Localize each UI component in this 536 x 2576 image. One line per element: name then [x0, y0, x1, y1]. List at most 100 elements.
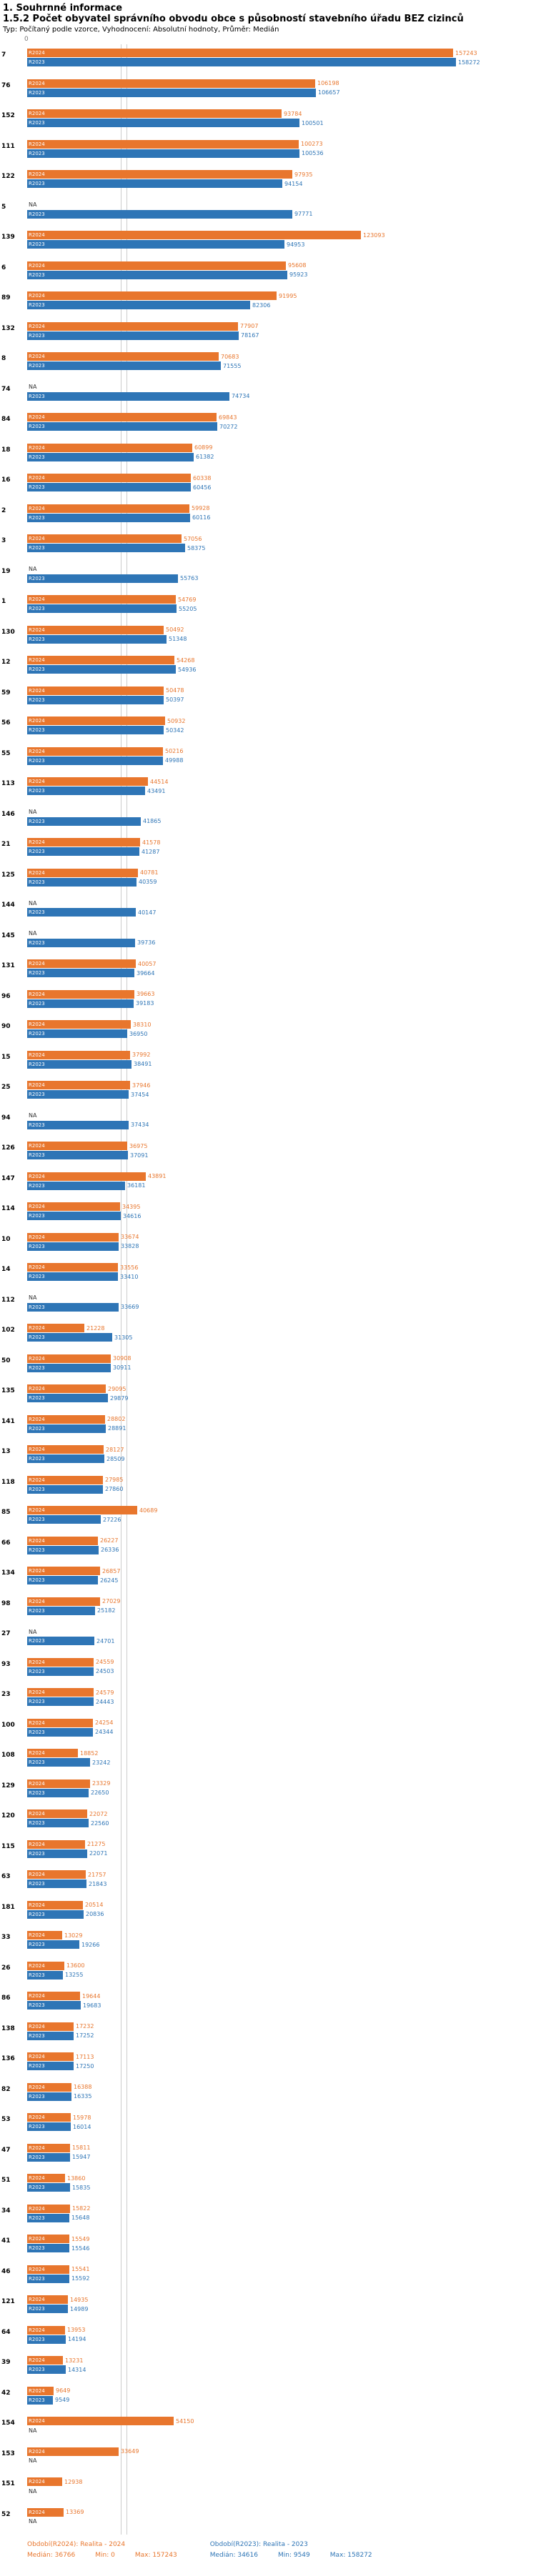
bar-r2024[interactable]: R2024 [27, 2417, 174, 2425]
bar-r2023[interactable]: R2023 [27, 58, 456, 66]
bar-r2023[interactable]: R2023 [27, 726, 164, 734]
bar-r2024[interactable]: R2024 [27, 1597, 100, 1606]
bar-r2023[interactable]: R2023 [27, 2213, 69, 2222]
bar-r2023[interactable]: R2023 [27, 1212, 121, 1220]
bar-r2024[interactable]: R2024 [27, 413, 217, 421]
bar-r2024[interactable]: R2024 [27, 2507, 64, 2517]
bar-r2023[interactable]: R2023 [27, 1394, 108, 1402]
bar-r2024[interactable]: R2024 [27, 1961, 64, 1970]
bar-r2024[interactable]: R2024 [27, 2477, 62, 2486]
bar-r2023[interactable]: R2023 [27, 756, 163, 765]
bar-r2024[interactable]: R2024 [27, 2235, 69, 2243]
bar-r2023[interactable]: R2023 [27, 149, 299, 158]
bar-r2023[interactable]: R2023 [27, 938, 135, 947]
bar-r2023[interactable]: R2023 [27, 513, 190, 522]
bar-r2023[interactable]: R2023 [27, 452, 194, 461]
bar-r2023[interactable]: R2023 [27, 817, 141, 826]
bar-r2023[interactable]: R2023 [27, 2305, 68, 2313]
bar-r2023[interactable]: R2023 [27, 2122, 71, 2131]
bar-r2023[interactable]: R2023 [27, 2183, 70, 2192]
bar-r2023[interactable]: R2023 [27, 1576, 98, 1584]
bar-r2023[interactable]: R2023 [27, 1424, 106, 1433]
bar-r2023[interactable]: R2023 [27, 119, 299, 127]
bar-r2024[interactable]: R2024 [27, 2143, 70, 2152]
bar-r2024[interactable]: R2024 [27, 717, 165, 725]
bar-r2023[interactable]: R2023 [27, 787, 145, 795]
bar-r2024[interactable]: R2024 [27, 2295, 68, 2304]
bar-r2023[interactable]: R2023 [27, 1484, 103, 1494]
bar-r2024[interactable]: R2024 [27, 1384, 106, 1393]
bar-r2023[interactable]: R2023 [27, 2031, 74, 2040]
bar-r2024[interactable]: R2024 [27, 625, 164, 634]
bar-r2024[interactable]: R2024 [27, 1263, 118, 1272]
bar-r2024[interactable]: R2024 [27, 868, 138, 877]
bar-r2024[interactable]: R2024 [27, 1202, 120, 1211]
bar-r2024[interactable]: R2024 [27, 1475, 103, 1484]
bar-r2023[interactable]: R2023 [27, 604, 177, 613]
bar-r2024[interactable]: R2024 [27, 352, 219, 361]
bar-r2024[interactable]: R2024 [27, 1354, 111, 1363]
bar-r2023[interactable]: R2023 [27, 2365, 66, 2374]
bar-r2023[interactable]: R2023 [27, 240, 284, 249]
bar-r2023[interactable]: R2023 [27, 665, 176, 674]
bar-r2023[interactable]: R2023 [27, 847, 139, 856]
bar-r2023[interactable]: R2023 [27, 1151, 128, 1159]
bar-r2024[interactable]: R2024 [27, 170, 292, 179]
bar-r2023[interactable]: R2023 [27, 179, 282, 188]
bar-r2024[interactable]: R2024 [27, 1779, 90, 1788]
bar-r2024[interactable]: R2024 [27, 2356, 63, 2365]
bar-r2024[interactable]: R2024 [27, 989, 134, 999]
bar-r2024[interactable]: R2024 [27, 2022, 74, 2031]
bar-r2024[interactable]: R2024 [27, 747, 163, 756]
bar-r2023[interactable]: R2023 [27, 2335, 66, 2344]
bar-r2023[interactable]: R2023 [27, 2001, 81, 2010]
bar-r2023[interactable]: R2023 [27, 1181, 125, 1190]
bar-r2023[interactable]: R2023 [27, 574, 178, 583]
bar-r2023[interactable]: R2023 [27, 1970, 63, 1980]
bar-r2023[interactable]: R2023 [27, 1545, 99, 1554]
bar-r2023[interactable]: R2023 [27, 270, 287, 279]
bar-r2024[interactable]: R2024 [27, 777, 148, 786]
bar-r2023[interactable]: R2023 [27, 1788, 89, 1797]
bar-r2023[interactable]: R2023 [27, 2152, 70, 2162]
bar-r2023[interactable]: R2023 [27, 361, 221, 370]
bar-r2024[interactable]: R2024 [27, 1809, 87, 1818]
bar-r2023[interactable]: R2023 [27, 2274, 69, 2283]
bar-r2023[interactable]: R2023 [27, 2062, 74, 2070]
bar-r2024[interactable]: R2024 [27, 139, 299, 149]
bar-r2023[interactable]: R2023 [27, 1454, 104, 1463]
bar-r2024[interactable]: R2024 [27, 504, 189, 513]
bar-r2023[interactable]: R2023 [27, 969, 134, 977]
bar-r2023[interactable]: R2023 [27, 2395, 53, 2405]
bar-r2024[interactable]: R2024 [27, 2447, 119, 2456]
bar-r2023[interactable]: R2023 [27, 1059, 131, 1069]
bar-r2023[interactable]: R2023 [27, 1090, 129, 1099]
bar-r2023[interactable]: R2023 [27, 1909, 84, 1919]
bar-r2023[interactable]: R2023 [27, 1637, 94, 1645]
bar-r2024[interactable]: R2024 [27, 686, 164, 695]
bar-r2023[interactable]: R2023 [27, 1333, 112, 1342]
bar-r2023[interactable]: R2023 [27, 2244, 69, 2252]
bar-r2024[interactable]: R2024 [27, 1567, 100, 1575]
bar-r2024[interactable]: R2024 [27, 1324, 84, 1332]
bar-r2023[interactable]: R2023 [27, 634, 167, 644]
bar-r2024[interactable]: R2024 [27, 2082, 71, 2092]
bar-r2024[interactable]: R2024 [27, 2325, 65, 2335]
bar-r2024[interactable]: R2024 [27, 1142, 127, 1150]
bar-r2023[interactable]: R2023 [27, 877, 137, 887]
bar-r2023[interactable]: R2023 [27, 483, 191, 491]
bar-r2024[interactable]: R2024 [27, 1931, 62, 1940]
bar-r2024[interactable]: R2024 [27, 1992, 80, 2000]
bar-r2023[interactable]: R2023 [27, 301, 250, 309]
bar-r2024[interactable]: R2024 [27, 1506, 137, 1514]
bar-r2024[interactable]: R2024 [27, 49, 453, 57]
bar-r2024[interactable]: R2024 [27, 1870, 86, 1879]
bar-r2024[interactable]: R2024 [27, 1688, 94, 1697]
bar-r2024[interactable]: R2024 [27, 1536, 98, 1545]
bar-r2024[interactable]: R2024 [27, 1718, 93, 1727]
bar-r2023[interactable]: R2023 [27, 1697, 94, 1706]
bar-r2024[interactable]: R2024 [27, 1232, 119, 1242]
bar-r2023[interactable]: R2023 [27, 999, 134, 1008]
bar-r2023[interactable]: R2023 [27, 1879, 86, 1888]
bar-r2023[interactable]: R2023 [27, 88, 316, 97]
